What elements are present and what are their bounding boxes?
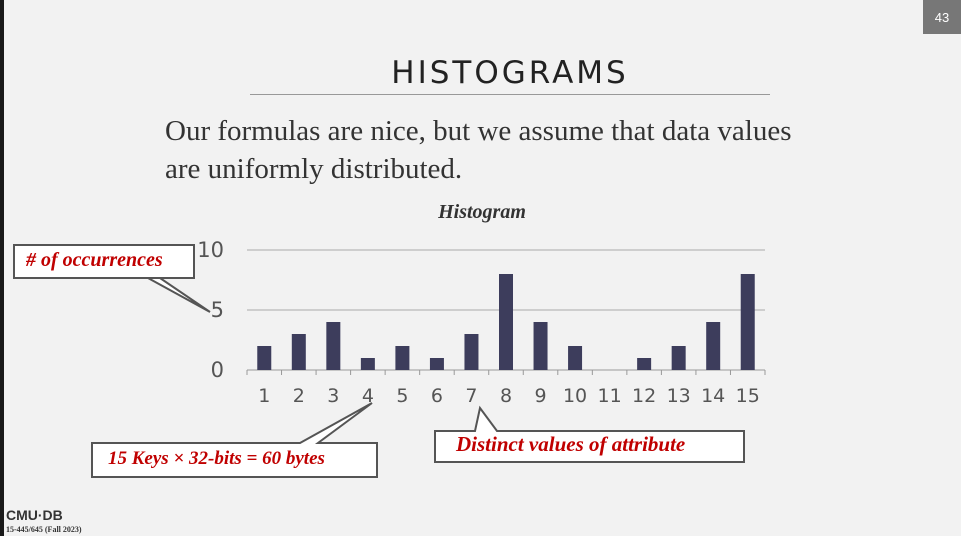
x-axis-ticks: 1 2 3 4 5 6 7 8 9 10 11 12 13 14 15 — [246, 370, 766, 407]
x-tick-label: 13 — [667, 385, 691, 407]
bar-7 — [464, 334, 479, 370]
y-tick-label: 0 — [211, 358, 224, 382]
slide-title: HISTOGRAMS — [391, 55, 629, 91]
bar-8 — [499, 274, 513, 370]
chart-bars — [257, 274, 755, 370]
cmu-db-logo: CMU·DB — [6, 507, 63, 523]
x-tick-label: 11 — [598, 385, 622, 407]
bar-4 — [360, 358, 375, 370]
bar-5 — [395, 346, 410, 370]
x-tick-label: 5 — [396, 385, 408, 407]
y-tick-label: 10 — [197, 238, 224, 262]
bar-2 — [291, 334, 306, 370]
left-edge-bar — [0, 0, 4, 536]
keys-callout-box — [91, 402, 378, 478]
x-tick-label: 8 — [500, 385, 512, 407]
bar-13 — [671, 346, 686, 370]
x-tick-label: 6 — [431, 385, 443, 407]
bar-14 — [706, 322, 721, 370]
bar-15 — [740, 274, 755, 370]
title-divider — [250, 94, 770, 95]
slide-body-text: Our formulas are nice, but we assume tha… — [165, 115, 792, 185]
slide-number: 43 — [923, 0, 961, 34]
x-tick-label: 10 — [563, 385, 587, 407]
chart-title: Histogram — [437, 201, 526, 223]
distinct-callout-box — [434, 405, 745, 463]
bar-1 — [257, 346, 272, 370]
course-label: 15-445/645 (Fall 2023) — [6, 525, 82, 534]
x-tick-label: 14 — [701, 385, 725, 407]
x-tick-label: 4 — [362, 385, 374, 407]
bar-10 — [568, 346, 583, 370]
x-tick-label: 15 — [736, 385, 760, 407]
x-tick-label: 12 — [632, 385, 656, 407]
occurrences-callout-label: # of occurrences — [26, 249, 163, 271]
x-tick-label: 9 — [534, 385, 546, 407]
keys-callout-label: 15 Keys × 32-bits = 60 bytes — [108, 448, 325, 469]
bar-9 — [533, 322, 548, 370]
x-tick-label: 7 — [465, 385, 477, 407]
occurrences-callout-box — [13, 244, 211, 313]
x-tick-label: 1 — [258, 385, 270, 407]
x-tick-label: 3 — [327, 385, 339, 407]
x-tick-label: 2 — [293, 385, 305, 407]
distinct-callout-label: Distinct values of attribute — [456, 432, 686, 456]
bar-6 — [429, 358, 444, 370]
y-tick-label: 5 — [211, 298, 224, 322]
bar-3 — [326, 322, 341, 370]
bar-12 — [637, 358, 652, 370]
y-axis-ticks: 0 5 10 — [197, 238, 224, 382]
